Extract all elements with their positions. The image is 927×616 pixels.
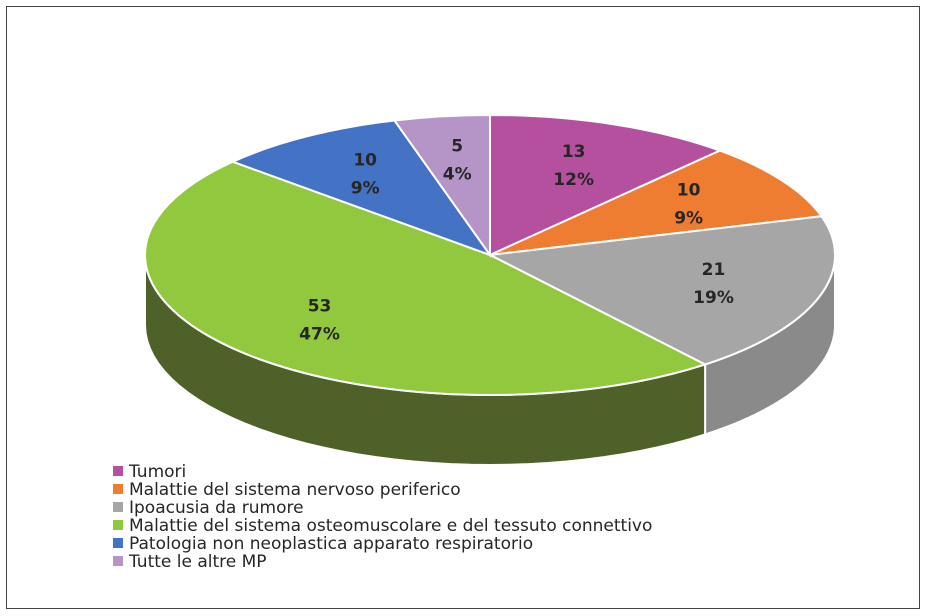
slice bbox=[489, 113, 723, 257]
legend-label: Malattie del sistema osteomuscolare e de… bbox=[129, 516, 652, 536]
slice bbox=[489, 149, 824, 256]
legend-swatch bbox=[113, 466, 123, 476]
data-label: 10 bbox=[677, 180, 701, 200]
percent-label: 12% bbox=[553, 170, 594, 190]
data-label: 21 bbox=[702, 260, 726, 280]
legend-label: Ipoacusia da rumore bbox=[129, 498, 304, 518]
data-label: 53 bbox=[308, 296, 332, 316]
legend-swatch bbox=[113, 556, 123, 566]
legend-swatch bbox=[113, 502, 123, 512]
slice bbox=[392, 113, 491, 259]
data-label: 5 bbox=[451, 137, 463, 157]
legend-label: Tutte le altre MP bbox=[128, 552, 267, 572]
data-label: 13 bbox=[562, 142, 586, 162]
percent-label: 9% bbox=[674, 208, 703, 228]
percent-label: 47% bbox=[299, 324, 340, 344]
legend-swatch bbox=[113, 520, 123, 530]
percent-label: 19% bbox=[693, 288, 734, 308]
slice bbox=[144, 160, 708, 396]
legend-swatch bbox=[113, 538, 123, 548]
legend-swatch bbox=[113, 484, 123, 494]
legend-label: Patologia non neoplastica apparato respi… bbox=[129, 534, 533, 554]
slice bbox=[230, 119, 493, 258]
slice bbox=[486, 215, 836, 366]
legend-label: Malattie del sistema nervoso periferico bbox=[129, 480, 461, 500]
data-label: 10 bbox=[353, 150, 377, 170]
percent-label: 9% bbox=[351, 178, 380, 198]
percent-label: 4% bbox=[443, 165, 472, 185]
legend-label: Tumori bbox=[128, 462, 186, 482]
